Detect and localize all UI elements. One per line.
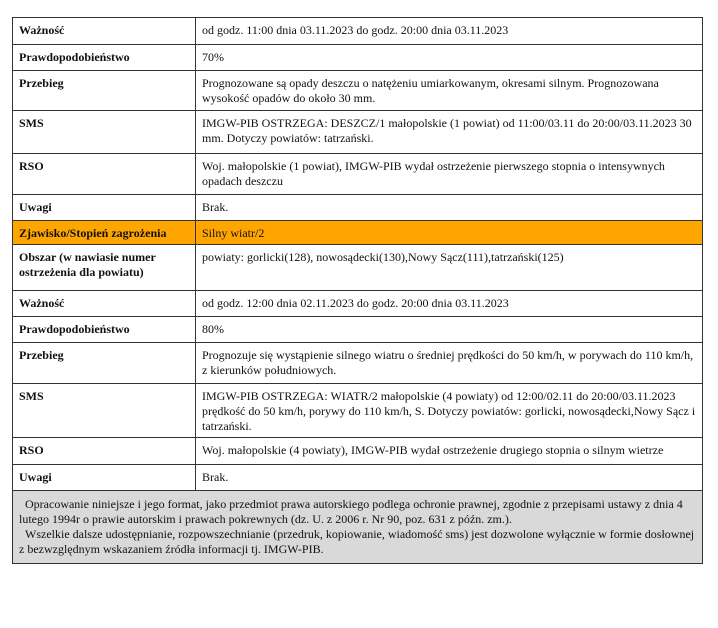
row-value: Silny wiatr/2	[195, 220, 703, 245]
table-row: Uwagi Brak.	[12, 194, 703, 221]
copyright-notice: Opracowanie niniejsze i jego format, jak…	[12, 490, 703, 564]
row-label: Przebieg	[12, 70, 196, 111]
row-value: Brak.	[195, 464, 703, 491]
row-label: Prawdopodobieństwo	[12, 316, 196, 343]
row-value: Brak.	[195, 194, 703, 221]
row-label: SMS	[12, 110, 196, 154]
row-label: SMS	[12, 383, 196, 438]
row-label: Przebieg	[12, 342, 196, 384]
row-value: powiaty: gorlicki(128), nowosądecki(130)…	[195, 244, 703, 291]
row-value: 70%	[195, 44, 703, 71]
row-label: Uwagi	[12, 194, 196, 221]
row-value: od godz. 11:00 dnia 03.11.2023 do godz. …	[195, 17, 703, 45]
row-label: Uwagi	[12, 464, 196, 491]
warning-table: Ważność od godz. 11:00 dnia 03.11.2023 do…	[12, 17, 703, 564]
table-row: Prawdopodobieństwo 80%	[12, 316, 703, 343]
row-label: Ważność	[12, 290, 196, 317]
table-row: Przebieg Prognozowane są opady deszczu o …	[12, 70, 703, 111]
copyright-paragraph: Opracowanie niniejsze i jego format, jak…	[19, 497, 683, 526]
footer-row: Opracowanie niniejsze i jego format, jak…	[12, 490, 703, 564]
row-label: Obszar (w nawiasie numer ostrzeżenia dla…	[12, 244, 196, 291]
row-value: od godz. 12:00 dnia 02.11.2023 do godz. …	[195, 290, 703, 317]
row-value: Prognozuje się wystąpienie silnego wiatr…	[195, 342, 703, 384]
table-row: Prawdopodobieństwo 70%	[12, 44, 703, 71]
table-row: SMS IMGW-PIB OSTRZEGA: WIATR/2 małopolski…	[12, 383, 703, 438]
table-row: Obszar (w nawiasie numer ostrzeżenia dla…	[12, 244, 703, 291]
row-value: 80%	[195, 316, 703, 343]
table-row: Uwagi Brak.	[12, 464, 703, 491]
table-row: RSO Woj. małopolskie (1 powiat), IMGW-PIB…	[12, 153, 703, 195]
table-row: RSO Woj. małopolskie (4 powiaty), IMGW-PI…	[12, 437, 703, 465]
row-label: Prawdopodobieństwo	[12, 44, 196, 71]
table-row: SMS IMGW-PIB OSTRZEGA: DESZCZ/1 małopolsk…	[12, 110, 703, 154]
distribution-paragraph: Wszelkie dalsze udostępnianie, rozpowsze…	[19, 527, 695, 556]
row-label: Zjawisko/Stopień zagrożenia	[12, 220, 196, 245]
table-row: Ważność od godz. 11:00 dnia 03.11.2023 do…	[12, 17, 703, 45]
row-value: Woj. małopolskie (4 powiaty), IMGW-PIB w…	[195, 437, 703, 465]
table-row: Przebieg Prognozuje się wystąpienie silne…	[12, 342, 703, 384]
row-value: Woj. małopolskie (1 powiat), IMGW-PIB wy…	[195, 153, 703, 195]
row-label: RSO	[12, 437, 196, 465]
table-row: Ważność od godz. 12:00 dnia 02.11.2023 do…	[12, 290, 703, 317]
phenomenon-row: Zjawisko/Stopień zagrożenia Silny wiatr/2	[12, 220, 703, 245]
row-value: Prognozowane są opady deszczu o natężeni…	[195, 70, 703, 111]
row-value: IMGW-PIB OSTRZEGA: WIATR/2 małopolskie (…	[195, 383, 703, 438]
row-label: RSO	[12, 153, 196, 195]
row-label: Ważność	[12, 17, 196, 45]
row-value: IMGW-PIB OSTRZEGA: DESZCZ/1 małopolskie …	[195, 110, 703, 154]
